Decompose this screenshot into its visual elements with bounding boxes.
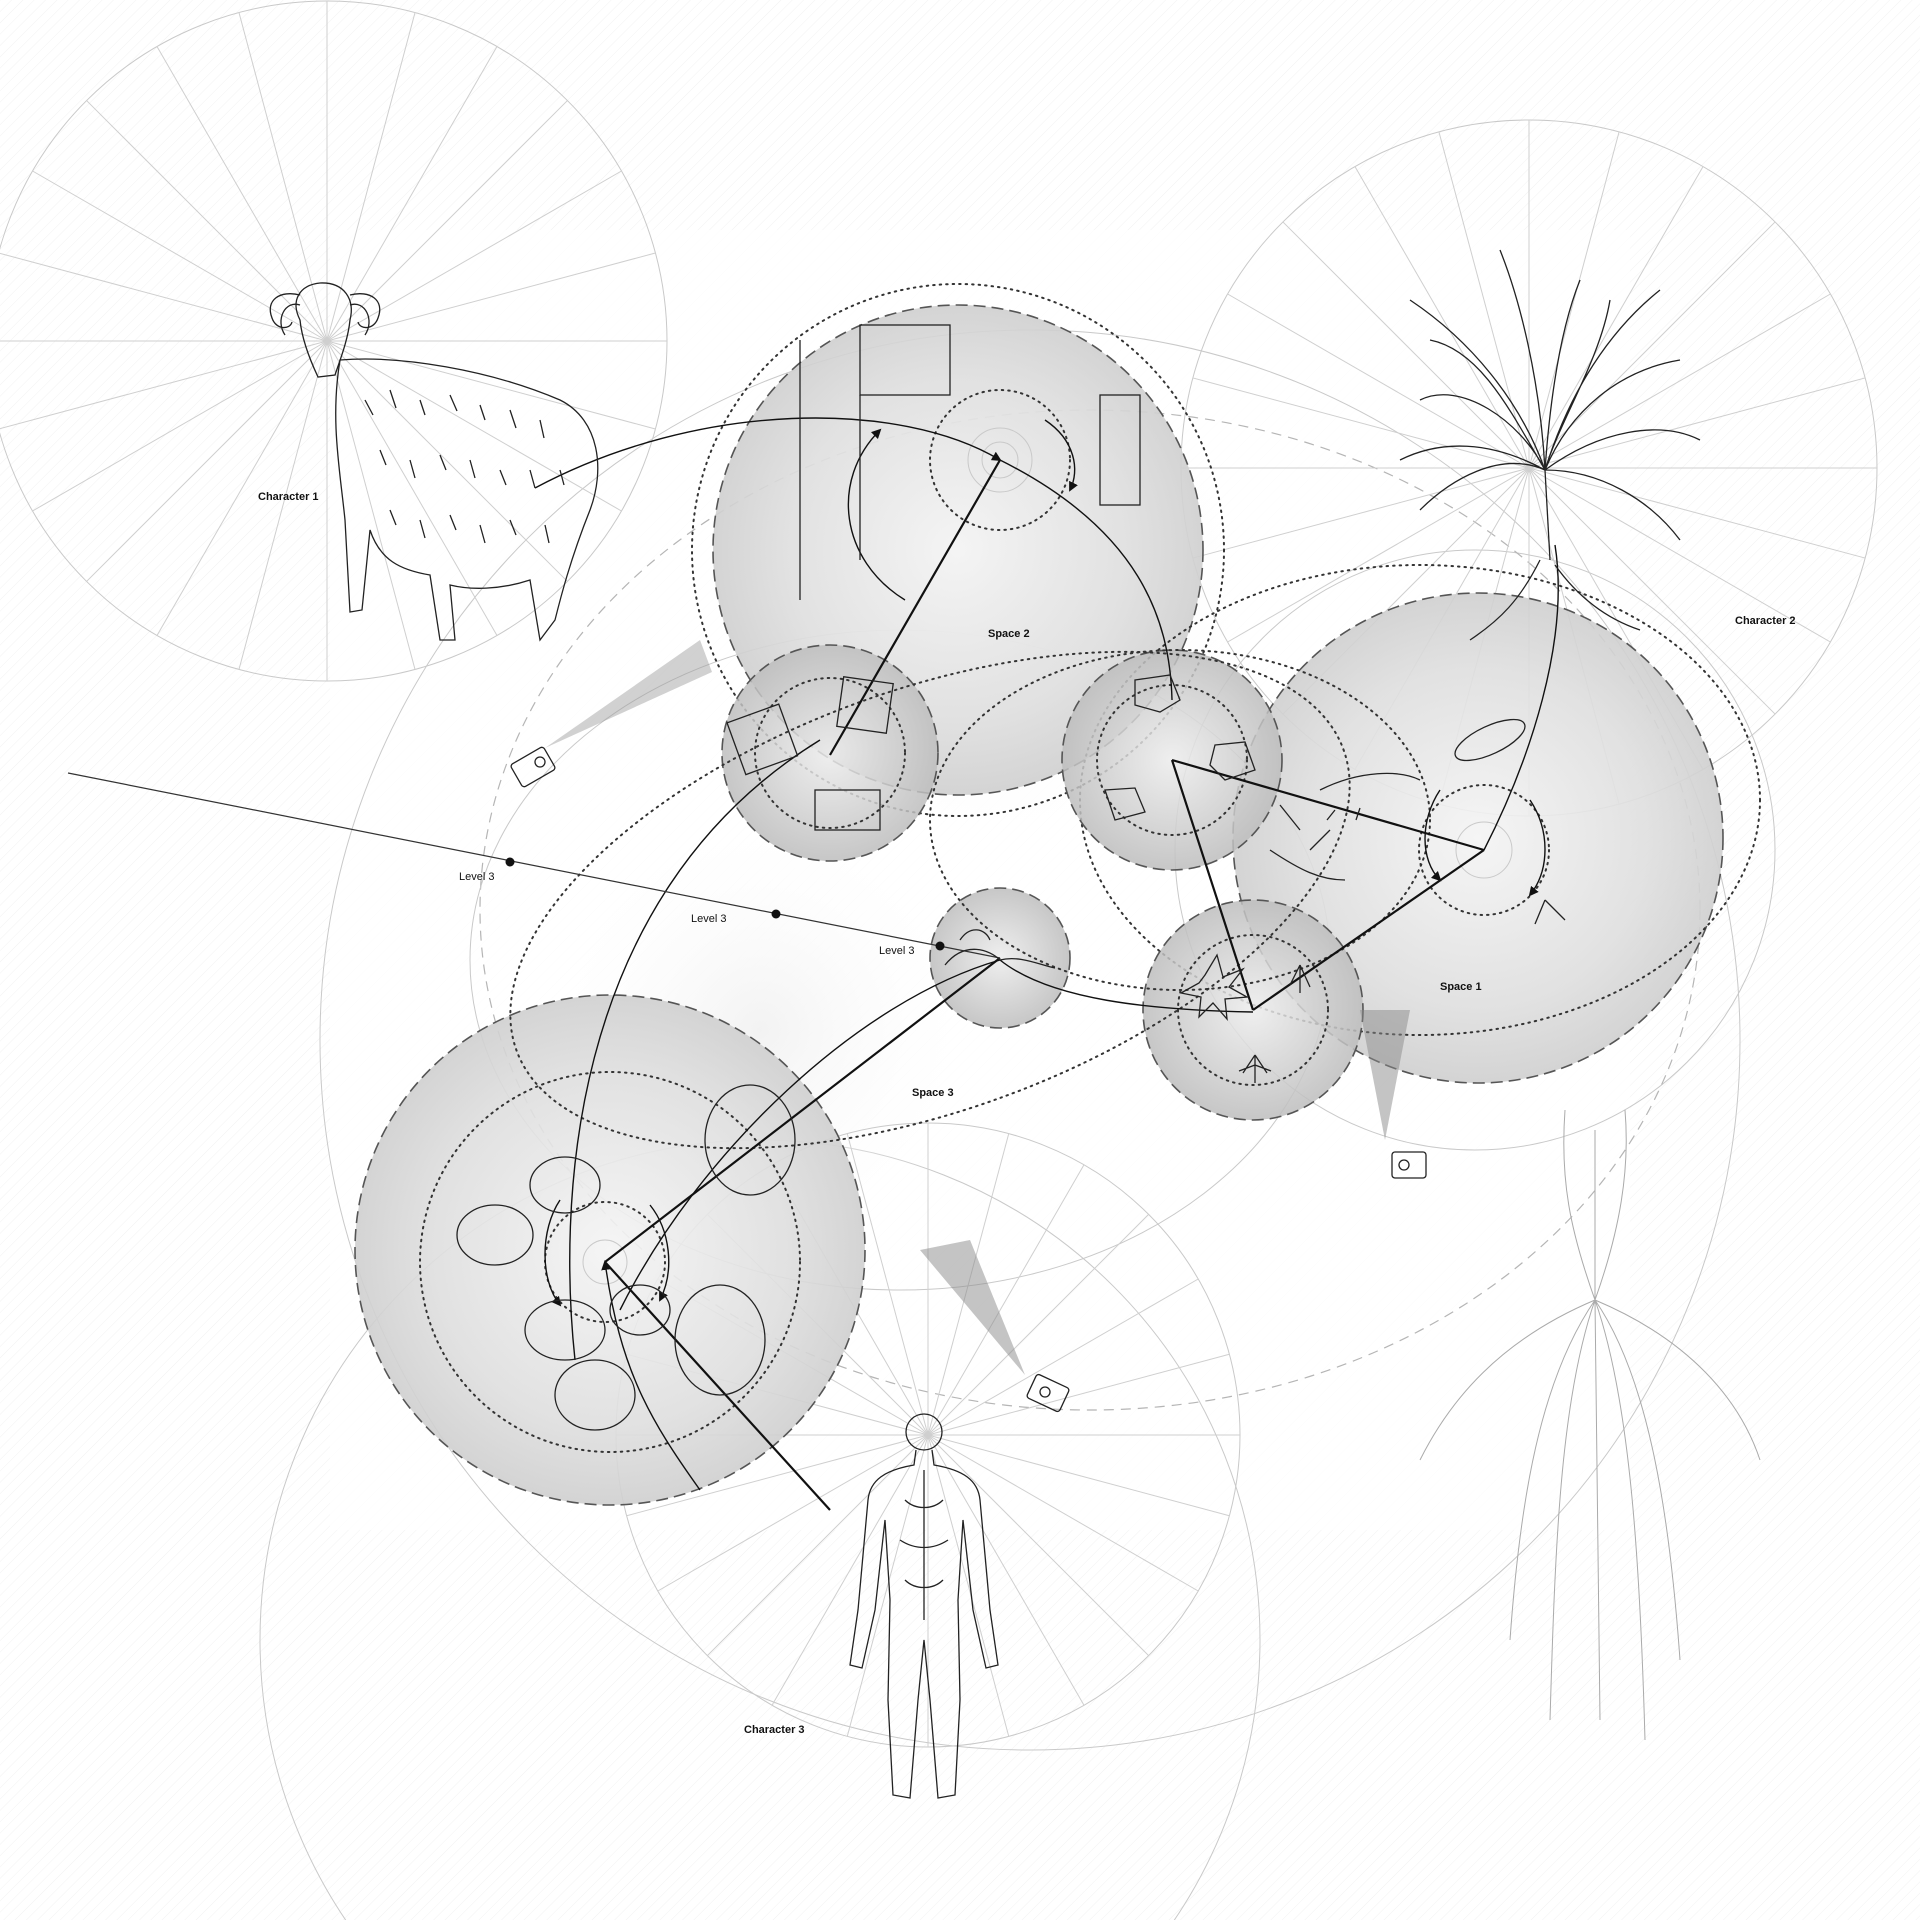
- wheel-spoke: [927, 1164, 1085, 1436]
- wheel-spoke: [86, 340, 328, 582]
- wheel-spoke: [326, 100, 568, 342]
- level-label-c: Level 3: [879, 945, 914, 957]
- sheep-flock-illustration: [456, 1084, 796, 1431]
- wheel-spoke: [927, 1278, 1199, 1436]
- wheel-spoke: [927, 1434, 1085, 1706]
- wheel-spoke: [326, 340, 416, 670]
- wheel-spoke: [1227, 293, 1530, 469]
- wheel-spoke: [927, 1434, 1230, 1517]
- wheel-spoke: [326, 252, 656, 342]
- level-label-a: Level 3: [459, 871, 494, 883]
- grass-root-system-illustration: [1419, 1109, 1761, 1741]
- cordyline-palm-illustration: [1399, 249, 1701, 641]
- wheel-spoke: [326, 340, 568, 582]
- wheel-spoke: [927, 1353, 1230, 1436]
- wheel-spoke: [846, 1133, 929, 1436]
- wheel-spoke: [1528, 166, 1704, 469]
- wheel-spoke: [326, 340, 656, 430]
- wheel-spoke: [32, 170, 328, 342]
- wheel-spoke: [0, 340, 328, 430]
- rocks-illustration: [1104, 674, 1256, 821]
- wheel-spoke: [657, 1434, 929, 1592]
- projector-device-icon: [510, 746, 1427, 1413]
- wheel-spoke: [1528, 377, 1866, 469]
- projection-cones: [545, 640, 1410, 1375]
- wheel-spoke: [626, 1434, 929, 1517]
- landscape-illustration: [944, 929, 1056, 969]
- level-axis: [67, 772, 1001, 959]
- character-1-wheel: [0, 0, 668, 682]
- wheel-spoke: [156, 46, 328, 342]
- ruined-wall-window-illustration: [799, 324, 1141, 600]
- wheel-spoke: [1438, 131, 1530, 469]
- wheel-spoke: [846, 1434, 929, 1737]
- wheel-spoke: [326, 340, 622, 512]
- character-1-label: Character 1: [258, 491, 319, 503]
- plants-illustration: [1179, 953, 1311, 1083]
- wheel-spoke: [927, 1434, 1199, 1592]
- wheel-spoke: [326, 12, 416, 342]
- wheel-spoke: [238, 340, 328, 670]
- frames-illustration: [726, 676, 894, 831]
- wheel-spoke: [238, 12, 328, 342]
- wheel-spoke: [326, 340, 498, 636]
- wheel-spoke: [86, 100, 328, 342]
- space-3-sphere: [354, 994, 866, 1506]
- wheel-spoke: [1227, 467, 1530, 643]
- wheel-spoke: [1528, 293, 1831, 469]
- wheel-spoke: [326, 46, 498, 342]
- space-3-label: Space 3: [912, 1087, 954, 1099]
- wheel-spoke: [326, 170, 622, 342]
- wheel-spoke: [156, 340, 328, 636]
- wheel-spoke: [1354, 166, 1530, 469]
- character-2-label: Character 2: [1735, 615, 1796, 627]
- wheel-spoke: [1528, 467, 1866, 559]
- dotted-links: [509, 649, 1431, 1150]
- wheel-spoke: [927, 1434, 1010, 1737]
- human-figure-illustration: [849, 1413, 999, 1799]
- space-2-label: Space 2: [988, 628, 1030, 640]
- wheel-spoke: [1528, 467, 1776, 715]
- wheel-spoke: [1528, 131, 1620, 469]
- sheep-illustration: [269, 282, 599, 642]
- character-3-label: Character 3: [744, 1724, 805, 1736]
- wheel-spoke: [1192, 377, 1530, 469]
- wheel-spoke: [32, 340, 328, 512]
- wheel-spoke: [927, 1214, 1149, 1436]
- wheel-spoke: [1192, 467, 1530, 559]
- wheel-spoke: [771, 1434, 929, 1706]
- wheel-spoke: [0, 252, 328, 342]
- wheel-spoke: [1528, 467, 1831, 643]
- wheel-spoke: [927, 1434, 1149, 1656]
- space-1-label: Space 1: [1440, 981, 1482, 993]
- wheel-spoke: [1282, 221, 1530, 469]
- level-label-b: Level 3: [691, 913, 726, 925]
- insects-illustration: [1269, 718, 1566, 925]
- connection-arcs: [534, 417, 1559, 1491]
